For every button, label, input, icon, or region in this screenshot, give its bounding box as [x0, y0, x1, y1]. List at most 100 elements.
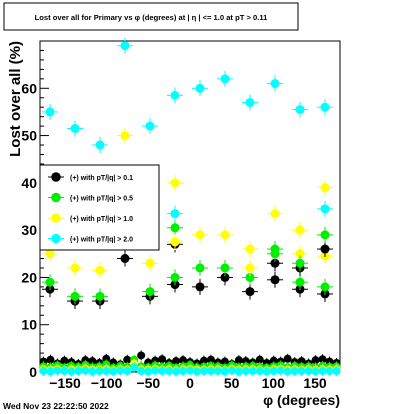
- data-point: [45, 249, 55, 259]
- data-point: [120, 254, 130, 264]
- data-point: [170, 272, 180, 282]
- data-point: [95, 291, 105, 301]
- data-point: [45, 107, 55, 117]
- baseline-marker: [60, 356, 69, 365]
- baseline-marker: [262, 367, 271, 376]
- data-point: [70, 123, 80, 133]
- baseline-marker: [234, 367, 243, 376]
- baseline-marker: [227, 366, 236, 375]
- data-point: [245, 263, 255, 273]
- data-point: [295, 105, 305, 115]
- x-axis-label: φ (degrees): [263, 392, 340, 408]
- baseline-marker: [81, 366, 90, 375]
- baseline-marker: [88, 367, 97, 376]
- data-point: [195, 263, 205, 273]
- baseline-marker: [304, 367, 313, 376]
- baseline-marker: [123, 355, 132, 364]
- baseline-marker: [165, 367, 174, 376]
- data-point: [70, 291, 80, 301]
- y-axis-label: Lost over all (%): [7, 41, 24, 157]
- baseline-marker: [39, 367, 48, 376]
- baseline-markers: [39, 350, 341, 377]
- baseline-marker: [199, 356, 208, 365]
- data-point: [270, 209, 280, 219]
- baseline-marker: [220, 367, 229, 376]
- data-point: [320, 204, 330, 214]
- baseline-marker: [206, 367, 215, 376]
- baseline-marker: [255, 367, 264, 376]
- x-tick-label: 50: [224, 375, 240, 391]
- baseline-marker: [206, 355, 215, 364]
- data-point: [170, 223, 180, 233]
- data-point: [270, 249, 280, 259]
- baseline-marker: [158, 367, 167, 376]
- baseline-marker: [269, 356, 278, 365]
- baseline-marker: [241, 367, 250, 376]
- baseline-marker: [283, 367, 292, 376]
- data-point: [220, 74, 230, 84]
- legend-label: (+) with pT/|q| > 2.0: [70, 237, 133, 244]
- data-point: [245, 287, 255, 297]
- baseline-marker: [95, 367, 104, 376]
- baseline-marker: [74, 367, 83, 376]
- data-point: [220, 263, 230, 273]
- baseline-marker: [269, 367, 278, 376]
- baseline-marker: [130, 363, 139, 372]
- data-point: [120, 131, 130, 141]
- baseline-marker: [318, 355, 327, 364]
- x-tick-label: 150: [303, 375, 327, 391]
- baseline-marker: [186, 366, 194, 375]
- baseline-marker: [220, 357, 229, 366]
- data-point: [170, 90, 180, 100]
- baseline-marker: [234, 356, 243, 365]
- data-point: [195, 230, 205, 240]
- baseline-marker: [332, 367, 341, 376]
- axis-ticks: −150 −100 −50 0 50 100 150 0 10 20 30 40 50 60: [21, 49, 337, 391]
- data-point: [170, 178, 180, 188]
- legend-label: (+) with pT/|q| > 1.0: [70, 216, 133, 223]
- legend-label: (+) with pT/|q| > 0.5: [70, 196, 133, 203]
- baseline-marker: [179, 367, 188, 376]
- baseline-marker: [123, 367, 132, 376]
- baseline-marker: [311, 367, 320, 376]
- data-point: [295, 249, 305, 259]
- data-point: [170, 209, 180, 219]
- data-point: [145, 258, 155, 268]
- x-tick-label: 0: [186, 375, 194, 391]
- baseline-marker: [297, 357, 306, 366]
- data-point: [120, 41, 130, 51]
- data-point: [320, 183, 330, 193]
- baseline-marker: [102, 367, 111, 376]
- data-point: [295, 225, 305, 235]
- baseline-marker: [172, 357, 181, 366]
- baseline-marker: [192, 367, 201, 376]
- data-point: [95, 265, 105, 275]
- data-point: [270, 258, 280, 268]
- data-point: [145, 121, 155, 131]
- data-point: [45, 277, 55, 287]
- baseline-marker: [276, 366, 285, 375]
- baseline-marker: [325, 367, 334, 376]
- baseline-marker: [283, 354, 292, 363]
- data-point: [295, 258, 305, 268]
- baseline-marker: [137, 367, 146, 376]
- x-tick-label: 100: [262, 375, 286, 391]
- baseline-marker: [179, 356, 188, 365]
- baseline-marker: [102, 354, 111, 363]
- x-tick-label: −100: [91, 375, 123, 391]
- footer-timestamp: Wed Nov 23 22:22:50 2022: [3, 401, 109, 411]
- baseline-marker: [213, 367, 222, 376]
- baseline-marker: [116, 366, 125, 375]
- legend: (+) with pT/|q| > 0.1 (+) with pT/|q| > 0…: [39, 164, 160, 251]
- baseline-marker: [60, 367, 69, 376]
- data-point: [320, 244, 330, 254]
- data-point: [95, 140, 105, 150]
- data-point: [245, 97, 255, 107]
- baseline-marker: [144, 367, 153, 376]
- baseline-marker: [311, 356, 320, 365]
- baseline-marker: [297, 367, 306, 376]
- x-tick-label: −150: [49, 375, 81, 391]
- baseline-marker: [172, 367, 181, 376]
- y-tick-label: 30: [21, 222, 37, 238]
- data-point: [220, 272, 230, 282]
